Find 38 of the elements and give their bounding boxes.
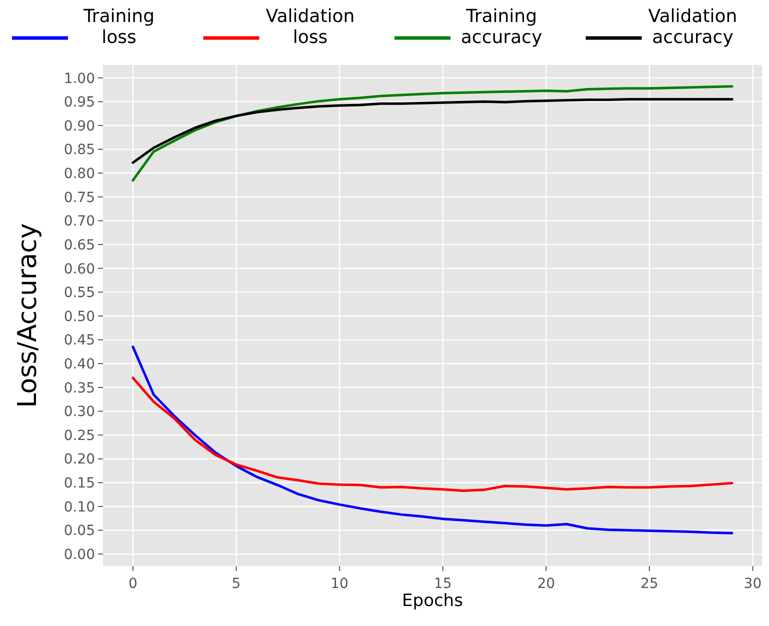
y-tick-label: 0.00: [64, 546, 95, 563]
y-axis-title: Loss/Accuracy: [13, 223, 43, 408]
line-series: [132, 85, 734, 182]
y-tick-label: 0.15: [64, 476, 95, 492]
y-tick-label: 0.20: [64, 452, 95, 468]
y-tick-label: 0.45: [64, 332, 95, 349]
y-tick-label: 0.65: [64, 237, 95, 254]
y-tick-label: 0.05: [64, 523, 95, 540]
y-tick-label: 0.95: [64, 94, 95, 111]
x-tick-label: 10: [330, 576, 348, 592]
y-tick-label: 0.70: [64, 214, 95, 230]
line-series: [132, 376, 734, 492]
legend-label: Training loss: [82, 6, 155, 48]
x-tick-label: 20: [537, 576, 556, 592]
y-tick-label: 0.40: [64, 356, 95, 372]
y-tick-label: 0.35: [64, 380, 95, 396]
y-tick-label: 0.85: [64, 142, 95, 158]
y-tick-label: 1.00: [64, 70, 95, 87]
y-tick-label: 0.25: [64, 428, 95, 444]
y-tick-label: 0.50: [64, 308, 95, 325]
line-series: [132, 346, 734, 534]
line-series: [132, 98, 734, 164]
x-tick-label: 25: [640, 576, 658, 592]
x-tick-label: 0: [128, 576, 138, 592]
x-tick-label: 15: [434, 576, 452, 592]
y-tick-label: 0.30: [64, 404, 95, 420]
y-tick-label: 0.10: [64, 499, 95, 516]
y-tick-label: 0.55: [64, 285, 95, 302]
y-tick-label: 0.75: [64, 190, 95, 206]
x-tick-label: 30: [744, 576, 762, 592]
legend-label: Training accuracy: [460, 6, 542, 48]
y-tick-label: 0.80: [64, 166, 95, 182]
y-tick-label: 0.60: [64, 261, 95, 278]
legend-label: Validation loss: [266, 6, 355, 48]
x-tick-label: 5: [232, 576, 241, 592]
x-axis-title: Epochs: [402, 591, 464, 611]
legend-label: Validation accuracy: [648, 6, 738, 48]
y-tick-label: 0.90: [64, 118, 95, 134]
